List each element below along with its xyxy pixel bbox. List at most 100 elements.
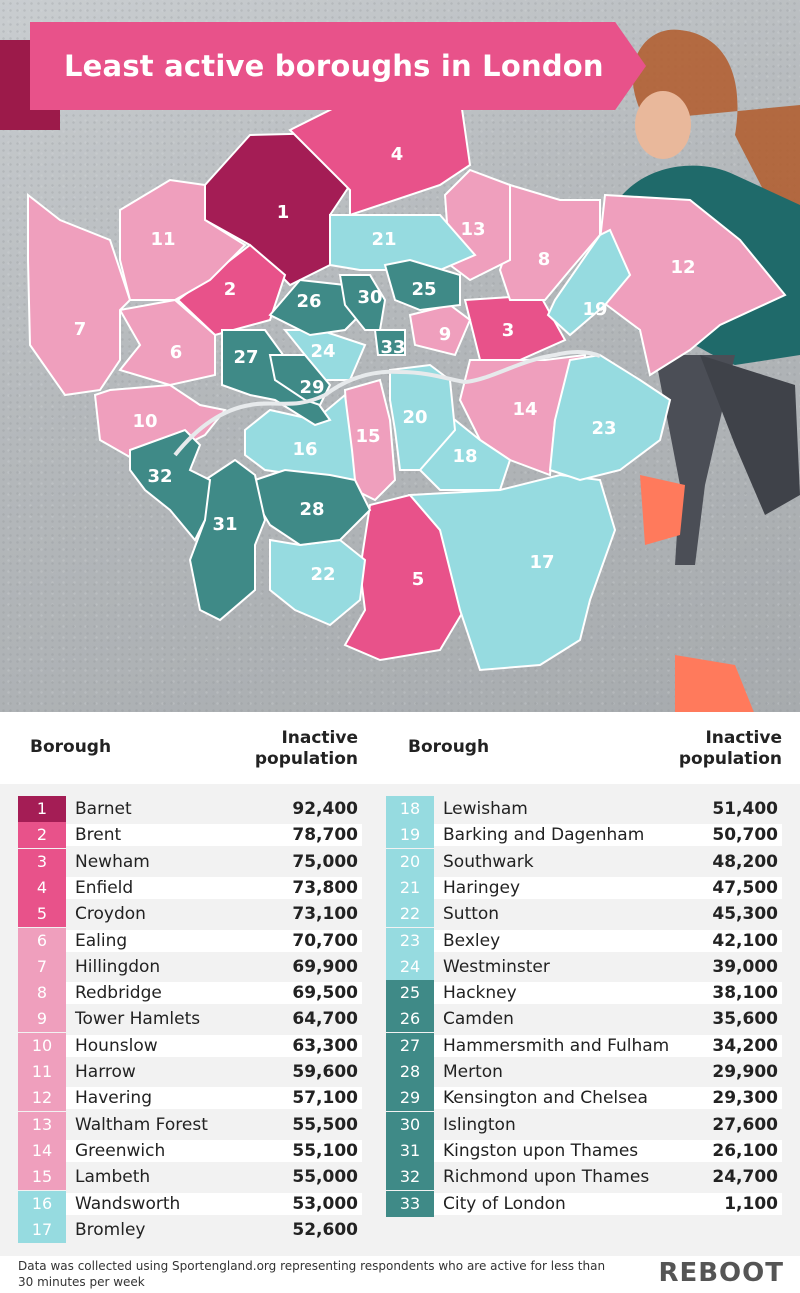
borough-name: Enfield	[75, 877, 134, 898]
borough-name: Harrow	[75, 1062, 136, 1082]
rank-badge: 20	[386, 848, 434, 875]
borough-name: Greenwich	[75, 1140, 166, 1161]
borough-name: Croydon	[75, 904, 146, 925]
borough-shape	[383, 258, 461, 312]
inactive-value: 69,900	[292, 956, 358, 977]
borough-number-label: 1	[277, 202, 290, 223]
borough-number-label: 27	[233, 347, 258, 368]
borough-name: Waltham Forest	[75, 1114, 208, 1135]
borough-number-label: 15	[355, 426, 380, 447]
header-borough-left: Borough	[30, 737, 112, 757]
table-row: 23 Bexley 42,100	[386, 927, 782, 954]
row-background	[434, 1192, 782, 1215]
rank-badge: 27	[386, 1032, 434, 1059]
row-background	[434, 1034, 782, 1057]
rank-badge: 5	[18, 901, 66, 928]
borough-name: Barking and Dagenham	[443, 825, 645, 846]
table-row: 3 Newham 75,000	[18, 848, 362, 875]
borough-name: Lambeth	[75, 1167, 151, 1188]
table-row: 26 Camden 35,600	[386, 1006, 782, 1033]
inactive-value: 45,300	[712, 904, 778, 925]
inactive-value: 55,100	[292, 1140, 358, 1161]
rank-badge: 15	[18, 1164, 66, 1191]
row-background	[434, 929, 782, 952]
row-background	[66, 876, 362, 899]
table-row: 20 Southwark 48,200	[386, 848, 782, 875]
borough-name: Hammersmith and Fulham	[443, 1035, 670, 1056]
table-row: 12 Havering 57,100	[18, 1085, 362, 1112]
table-row: 21 Haringey 47,500	[386, 874, 782, 901]
rank-badge: 21	[386, 874, 434, 901]
rank-badge: 10	[18, 1032, 66, 1059]
inactive-value: 39,000	[712, 956, 778, 977]
rank-badge: 28	[386, 1059, 434, 1085]
rank-badge: 17	[18, 1216, 66, 1243]
rank-badge: 12	[18, 1085, 66, 1112]
borough-number-label: 14	[512, 399, 537, 420]
rank-badge: 22	[386, 901, 434, 928]
title-banner: Least active boroughs in London	[30, 22, 646, 110]
borough-number-label: 6	[170, 342, 183, 363]
table-row: 7 Hillingdon 69,900	[18, 953, 362, 980]
table-row: 15 Lambeth 55,000	[18, 1164, 362, 1191]
inactive-value: 29,300	[712, 1088, 778, 1109]
inactive-value: 75,000	[292, 851, 358, 872]
borough-shape	[548, 353, 672, 482]
rank-badge: 23	[386, 927, 434, 954]
page-title: Least active boroughs in London	[64, 49, 604, 83]
borough-name: Bexley	[443, 930, 501, 951]
table-row: 32 Richmond upon Thames 24,700	[386, 1164, 782, 1191]
borough-number-label: 16	[292, 439, 317, 460]
inactive-value: 1,100	[724, 1193, 778, 1214]
table-row: 25 Hackney 38,100	[386, 980, 782, 1007]
rank-badge: 26	[386, 1006, 434, 1033]
table-row: 29 Kensington and Chelsea 29,300	[386, 1085, 782, 1112]
borough-number-label: 32	[147, 466, 172, 487]
rank-badge: 11	[18, 1059, 66, 1085]
table-row: 18 Lewisham 51,400	[386, 796, 782, 822]
borough-name: Redbridge	[75, 983, 162, 1004]
borough-shape	[119, 178, 247, 301]
borough-number-label: 29	[299, 377, 324, 398]
row-background	[66, 1034, 362, 1057]
borough-shape	[373, 329, 406, 356]
row-background	[66, 824, 362, 847]
inactive-value: 78,700	[292, 825, 358, 846]
inactive-value: 70,700	[292, 930, 358, 951]
borough-shape	[389, 363, 457, 471]
rank-badge: 2	[18, 822, 66, 849]
borough-number-label: 26	[296, 291, 321, 312]
borough-name: Wandsworth	[75, 1193, 181, 1214]
row-background	[434, 982, 782, 1005]
rank-badge: 19	[386, 822, 434, 849]
inactive-value: 51,400	[712, 799, 778, 819]
borough-name: Richmond upon Thames	[443, 1167, 650, 1188]
rank-badge: 16	[18, 1190, 66, 1217]
inactive-value: 50,700	[712, 825, 778, 846]
row-background	[66, 929, 362, 952]
borough-number-label: 13	[460, 219, 485, 240]
inactive-value: 92,400	[292, 799, 358, 819]
rank-badge: 6	[18, 927, 66, 954]
inactive-value: 55,500	[292, 1114, 358, 1135]
inactive-value: 63,300	[292, 1035, 358, 1056]
borough-shape	[407, 473, 617, 672]
borough-number-label: 20	[402, 407, 427, 428]
borough-name: Kingston upon Thames	[443, 1140, 639, 1161]
rank-badge: 24	[386, 953, 434, 980]
borough-number-label: 7	[74, 319, 87, 340]
borough-number-label: 17	[529, 552, 554, 573]
table-row: 28 Merton 29,900	[386, 1059, 782, 1085]
hero-map-area: 1 2 3 4 5 6 7 8 9 10 11 12 13 14 15 16 17 18 19 20 21 22 23 24 2…	[0, 0, 800, 712]
borough-number-label: 21	[371, 229, 396, 250]
rank-badge: 14	[18, 1137, 66, 1164]
inactive-value: 64,700	[292, 1009, 358, 1030]
borough-number-label: 12	[670, 257, 695, 278]
borough-name: Merton	[443, 1062, 503, 1082]
table-row: 9 Tower Hamlets 64,700	[18, 1006, 362, 1033]
borough-number-label: 19	[582, 299, 607, 320]
borough-name: Barnet	[75, 799, 132, 819]
inactive-value: 55,000	[292, 1167, 358, 1188]
row-background	[434, 876, 782, 899]
borough-number-label: 25	[411, 279, 436, 300]
